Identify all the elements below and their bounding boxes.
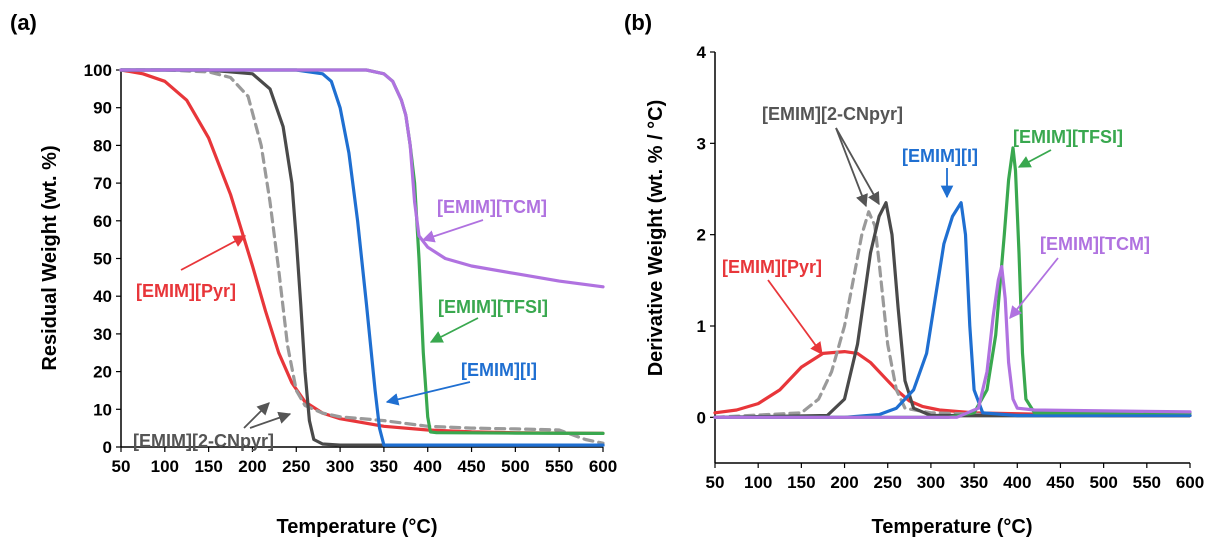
arrow-a-cnpyr-1 xyxy=(243,402,270,429)
y-tick-label: 30 xyxy=(93,325,112,344)
x-tick-label: 450 xyxy=(457,457,485,476)
axis-a-x-title: Temperature (°C) xyxy=(277,516,438,538)
annotation-a-tfsi: [EMIM][TFSI] xyxy=(438,297,548,317)
arrow-b-tcm xyxy=(1009,257,1059,319)
arrow-a-i xyxy=(385,381,471,406)
x-tick-label: 100 xyxy=(744,473,772,492)
x-tick-label: 200 xyxy=(830,473,858,492)
arrow-b-cnpyr-2 xyxy=(835,127,880,206)
y-tick-label: 90 xyxy=(93,99,112,118)
arrow-a-tcm xyxy=(421,219,484,243)
y-tick-label: 100 xyxy=(84,61,112,80)
annotation-b-tfsi: [EMIM][TFSI] xyxy=(1013,127,1123,147)
x-tick-label: 600 xyxy=(1176,473,1204,492)
x-tick-label: 450 xyxy=(1046,473,1074,492)
x-tick-label: 50 xyxy=(112,457,131,476)
axis-a-y-title: Residual Weight (wt. %) xyxy=(39,145,61,370)
panel-b-label: (b) xyxy=(624,10,652,35)
arrow-a-cnpyr-2 xyxy=(249,411,292,429)
x-tick-label: 50 xyxy=(706,473,725,492)
annotation-b-pyr: [EMIM][Pyr] xyxy=(722,257,822,277)
x-tick-label: 250 xyxy=(874,473,902,492)
annotation-a-tcm: [EMIM][TCM] xyxy=(437,197,547,217)
x-tick-label: 500 xyxy=(501,457,529,476)
annotation-a-i: [EMIM][I] xyxy=(461,360,537,380)
annotation-a-cnpyr: [EMIM][2-CNpyr] xyxy=(133,431,274,451)
series-line-emimpyr-0 xyxy=(713,350,1192,418)
x-tick-label: 300 xyxy=(917,473,945,492)
y-tick-label: 2 xyxy=(697,226,706,245)
axis-b-y-title: Derivative Weight (wt. % / °C) xyxy=(645,100,667,377)
y-tick-label: 40 xyxy=(93,287,112,306)
annotation-b-i: [EMIM][I] xyxy=(902,146,978,166)
series-line-emim2-cnpyr-2 xyxy=(713,201,1192,419)
y-tick-label: 4 xyxy=(697,43,707,62)
arrow-a-tfsi xyxy=(429,317,479,343)
axis-b-x-title: Temperature (°C) xyxy=(872,516,1033,538)
arrow-b-cnpyr-1 xyxy=(835,127,868,208)
x-tick-label: 550 xyxy=(545,457,573,476)
series-line-emimtcm-5 xyxy=(713,265,1192,419)
y-tick-label: 3 xyxy=(697,134,706,153)
y-tick-label: 60 xyxy=(93,212,112,231)
panel-a-label: (a) xyxy=(10,10,37,35)
arrow-b-pyr xyxy=(767,279,823,356)
y-tick-label: 0 xyxy=(697,408,706,427)
x-tick-label: 400 xyxy=(414,457,442,476)
x-tick-label: 400 xyxy=(1003,473,1031,492)
x-tick-label: 300 xyxy=(326,457,354,476)
x-tick-label: 150 xyxy=(194,457,222,476)
x-tick-label: 100 xyxy=(151,457,179,476)
annotation-b-tcm: [EMIM][TCM] xyxy=(1040,234,1150,254)
y-tick-label: 80 xyxy=(93,136,112,155)
annotation-b-cnpyr: [EMIM][2-CNpyr] xyxy=(762,104,903,124)
y-tick-label: 10 xyxy=(93,400,112,419)
annotation-a-pyr: [EMIM][Pyr] xyxy=(136,281,236,301)
x-tick-label: 200 xyxy=(238,457,266,476)
arrow-a-pyr xyxy=(180,235,247,271)
y-tick-label: 50 xyxy=(93,250,112,269)
x-tick-label: 250 xyxy=(282,457,310,476)
y-tick-label: 20 xyxy=(93,363,112,382)
x-tick-label: 500 xyxy=(1089,473,1117,492)
x-tick-label: 350 xyxy=(370,457,398,476)
y-tick-label: 1 xyxy=(697,317,706,336)
x-tick-label: 350 xyxy=(960,473,988,492)
y-tick-label: 70 xyxy=(93,174,112,193)
series-line-emimtfsi-4 xyxy=(713,146,1192,419)
x-tick-label: 550 xyxy=(1133,473,1161,492)
x-tick-label: 600 xyxy=(589,457,617,476)
series-line-emimi-3 xyxy=(119,68,605,447)
plot-a: 50 100 150 200 250 300 350 400 450 500 550 600 0 10 20… xyxy=(84,61,618,476)
series-line-emimtcm-5 xyxy=(119,68,605,289)
x-tick-label: 150 xyxy=(787,473,815,492)
series-line-emim2-cnpyr-1 xyxy=(119,68,605,445)
plot-b: 50 100 150 200 250 300 350 400 450 500 550 600 0 1 2 3 4 xyxy=(697,43,1205,492)
arrow-b-tfsi xyxy=(1017,149,1052,168)
y-tick-label: 0 xyxy=(103,438,112,457)
